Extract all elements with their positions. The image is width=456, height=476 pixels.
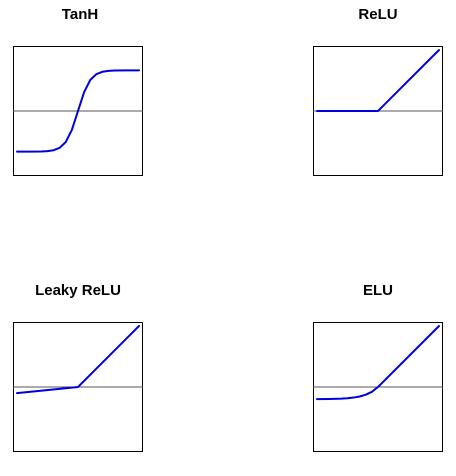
- chart-panel-elu: ELU: [300, 276, 456, 476]
- series-line: [316, 325, 440, 401]
- series-line: [316, 49, 440, 112]
- series-line: [16, 325, 140, 395]
- chart-title: Leaky ReLU: [35, 282, 121, 299]
- chart-title: ELU: [363, 282, 393, 299]
- chart-panel-leaky-relu: Leaky ReLU: [0, 276, 156, 476]
- series-line: [16, 69, 140, 153]
- chart-plot: [13, 322, 143, 452]
- chart-title: ReLU: [358, 6, 398, 23]
- chart-plot: [313, 322, 443, 452]
- chart-title: TanH: [61, 6, 99, 23]
- chart-plot: [313, 46, 443, 176]
- chart-panel-tanh: TanH: [0, 0, 160, 200]
- chart-panel-relu: ReLU: [300, 0, 456, 200]
- chart-plot: [13, 46, 143, 176]
